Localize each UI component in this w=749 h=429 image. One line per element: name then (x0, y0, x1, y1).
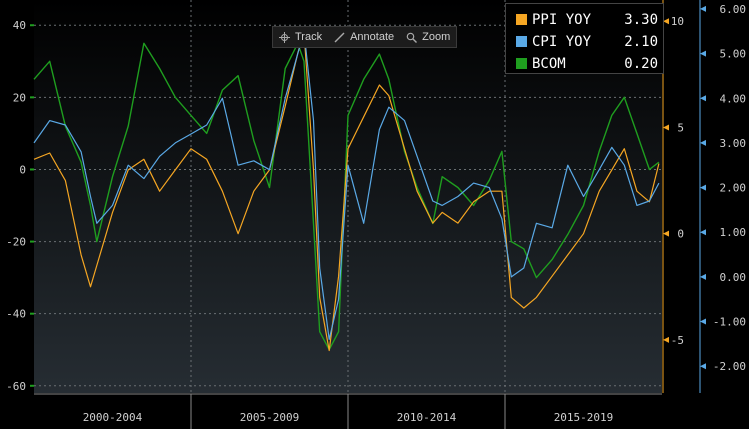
right-outer-axis-tick-mark (700, 184, 706, 191)
legend-series-name: PPI YOY (532, 11, 592, 28)
left-axis-tick-label: 0 (19, 163, 26, 176)
left-axis-tick-mark (30, 24, 34, 27)
crosshair-icon (279, 31, 290, 43)
legend-swatch (516, 58, 527, 69)
legend-swatch (516, 36, 527, 47)
track-button[interactable]: Track (273, 27, 328, 47)
zoom-button[interactable]: Zoom (400, 27, 456, 47)
right-outer-axis-tick-mark (700, 50, 706, 57)
legend-series-value: 3.30 (624, 11, 658, 28)
legend-series-name: CPI YOY (532, 33, 592, 50)
right-outer-axis-tick-mark (700, 95, 706, 102)
left-axis-tick-mark (30, 96, 34, 99)
x-axis-tick-label: 2015-2019 (554, 411, 614, 424)
x-axis-tick-label: 2010-2014 (397, 411, 457, 424)
magnifier-icon (406, 32, 418, 43)
right-outer-axis-tick-label: -1.00 (713, 316, 746, 329)
left-axis-tick-mark (30, 312, 34, 315)
right-outer-axis-tick-mark (700, 273, 706, 280)
annotate-button[interactable]: Annotate (328, 27, 400, 47)
left-axis-tick-label: -20 (6, 236, 26, 249)
right-outer-axis-tick-mark (700, 229, 706, 236)
right-inner-axis-tick-mark (663, 124, 669, 131)
x-axis-band (0, 394, 749, 429)
legend-series-name: BCOM (532, 55, 566, 72)
right-outer-axis-tick-label: -2.00 (713, 360, 746, 373)
right-inner-axis-tick-label: 5 (677, 121, 684, 134)
right-inner-axis-tick-label: 10 (671, 15, 684, 28)
right-inner-axis-tick-label: 0 (677, 228, 684, 241)
legend: PPI YOY 3.30 CPI YOY 2.10 BCOM 0.20 (505, 3, 664, 74)
right-inner-axis-tick-mark (663, 230, 669, 237)
left-axis-tick-label: 40 (13, 19, 26, 32)
right-outer-axis-tick-mark (700, 5, 706, 12)
right-outer-axis-tick-mark (700, 363, 706, 370)
right-outer-axis-tick-mark (700, 318, 706, 325)
left-axis-tick-label: -40 (6, 308, 26, 321)
left-axis-tick-mark (30, 168, 34, 171)
left-axis-tick-label: 20 (13, 91, 26, 104)
right-outer-axis-tick-label: 3.00 (720, 137, 747, 150)
left-axis-tick-label: -60 (6, 380, 26, 393)
right-outer-axis-tick-label: 1.00 (720, 226, 747, 239)
legend-item-ppi: PPI YOY 3.30 (506, 10, 663, 29)
left-axis-tick-mark (30, 240, 34, 243)
right-outer-axis-tick-label: 6.00 (720, 3, 747, 16)
chart-toolbar: Track Annotate Zoom (272, 26, 458, 48)
right-outer-axis-tick-label: 4.00 (720, 92, 747, 105)
left-axis-tick-mark (30, 384, 34, 387)
right-inner-axis-tick-label: -5 (671, 334, 684, 347)
series-line-bcom (33, 42, 660, 351)
series-line-cpi-yoy (33, 30, 660, 340)
legend-swatch (516, 14, 527, 25)
series-line-ppi-yoy (33, 31, 660, 352)
annotate-label: Annotate (350, 31, 395, 43)
zoom-label: Zoom (422, 31, 451, 43)
legend-item-bcom: BCOM 0.20 (506, 54, 663, 73)
right-outer-axis-tick-label: 5.00 (720, 48, 747, 61)
legend-series-value: 2.10 (624, 33, 658, 50)
x-axis-tick-label: 2000-2004 (83, 411, 143, 424)
pencil-icon (334, 32, 345, 42)
right-inner-axis-tick-mark (663, 336, 669, 343)
track-label: Track (295, 31, 323, 43)
legend-item-cpi: CPI YOY 2.10 (506, 32, 663, 51)
x-axis-tick-label: 2005-2009 (240, 411, 300, 424)
right-outer-axis-tick-mark (700, 139, 706, 146)
legend-series-value: 0.20 (624, 55, 658, 72)
right-outer-axis-tick-label: 0.00 (720, 271, 747, 284)
right-inner-axis-tick-mark (663, 18, 669, 25)
right-outer-axis-tick-label: 2.00 (720, 182, 747, 195)
